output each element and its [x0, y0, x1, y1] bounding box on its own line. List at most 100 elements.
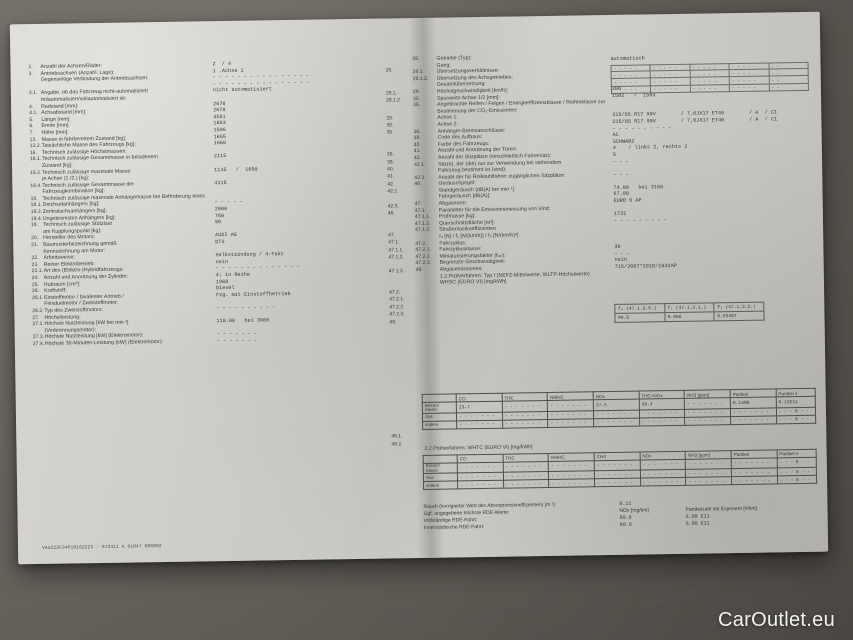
emission-value-cell: - - - - - - -	[731, 476, 778, 485]
field-number: 3.	[28, 70, 33, 77]
field-number: 27.1.	[32, 321, 44, 328]
gear-ratio-cell: - - - - -	[610, 85, 651, 94]
road-load-value-row: 99.8 0.866 0.03497	[614, 311, 765, 324]
margin-field-number: 42.1.	[387, 188, 399, 195]
margin-field-number: 47.1.1.	[388, 247, 404, 254]
emission-value-cell: - - - - - - -	[457, 480, 504, 490]
margin-field-number: 47.1.	[388, 239, 400, 246]
field-value: - - - - - - -	[216, 337, 258, 345]
emission-value-cell: 0.13E11	[775, 396, 816, 408]
vehicle-registration-document: 1. Anzahl der Achsen/Räder: 2 / 4 3. Antrieb…	[9, 11, 829, 565]
margin-field-number: 28.1.2.	[386, 97, 402, 104]
margin-field-number: 42.3.	[387, 203, 399, 210]
emission-value-cell: - - - - - - -	[503, 479, 549, 489]
field-number: 16.2.	[30, 169, 42, 176]
gear-ratio-cell: - - - - -	[650, 85, 690, 94]
margin-field-number: 47.1.2.	[388, 254, 404, 261]
emission-value-cell: - - - - - - -	[501, 400, 548, 412]
caroutlet-watermark: CarOutlet.eu	[718, 609, 835, 631]
emission-value-cell: - - - - - - -	[685, 476, 732, 486]
field-number: 3.1.	[28, 90, 38, 97]
road-load-value-cell: 99.8	[614, 313, 665, 324]
field-number: 42.1.	[414, 161, 426, 168]
emission-value-cell: 36.4	[638, 398, 685, 410]
emission-value-cell: 27.5	[593, 399, 640, 411]
right-page-rows: 28. Getriebe (Typ): Gang: 28.1. Übersetzungs…	[410, 12, 822, 287]
field-number: 27.4.	[32, 340, 45, 348]
margin-field-number: 47.2.3.	[389, 311, 405, 318]
rde-value-1: 80.0	[619, 521, 632, 528]
road-load-coefficients-table: f₀ (47.1.3.0.) f₁ (47.1.3.1.) f₂ (47.1.3.2…	[614, 301, 765, 324]
margin-field-number: 38.	[386, 159, 395, 166]
gear-ratio-grid: - - - - -- - - - -- - - - -- - - - -- --…	[610, 61, 809, 94]
document-page: 1. Anzahl der Achsen/Räder: 2 / 4 3. Antrieb…	[9, 11, 829, 565]
margin-field-number: 35.	[386, 129, 394, 136]
emission-value-cell: - - - - - - -	[730, 415, 777, 425]
emission-value-cell: - - - - - - -	[639, 458, 686, 471]
emission-value-cell: - - - E - -	[776, 456, 817, 469]
margin-field-number: 47.2.2.	[389, 304, 405, 311]
emission-row-label: andere	[422, 420, 457, 430]
margin-field-number: 47.2.	[389, 289, 401, 296]
field-number: 28.	[412, 55, 420, 63]
emission-value-cell: - - - - - - -	[684, 416, 731, 425]
margin-field-number: 47.	[388, 232, 396, 239]
rde-value-2: 6.00 E11	[685, 520, 710, 527]
margin-field-number: 47.1.3.	[388, 268, 405, 275]
field-number: 48.	[415, 266, 423, 274]
margin-field-number: 48.1.	[391, 433, 403, 440]
emission-value-cell: - - - - - - -	[731, 457, 778, 469]
emission-value-cell: - - - - - - -	[547, 399, 594, 412]
emission-value-cell: - - - - - - -	[502, 419, 549, 428]
emission-table: CO THC NMHC CH4 NOx NH3 [ppm] Partikel Partikel…	[423, 448, 818, 490]
emission-value-cell: - - - - - - -	[502, 460, 549, 473]
emission-value-cell: - - - - - - -	[684, 397, 731, 409]
emission-value-cell: - - - - - - -	[593, 417, 640, 427]
road-load-value-cell: 0.866	[664, 312, 714, 323]
field-number: 21.	[31, 242, 39, 249]
emission-value-cell: - - - - - - -	[594, 459, 641, 471]
margin-field-number: 46.	[387, 210, 395, 217]
emission-value-cell: - - - - - - -	[640, 477, 686, 487]
emission-row-label: Benzin/Diesel	[423, 462, 458, 474]
emission-table-1-block: CO THC NMHC NOx THC+NOx NH3 [ppm] Partikel Part…	[422, 388, 817, 430]
right-page: 28. Getriebe (Typ): Gang: 28.1. Übersetzungs…	[410, 12, 826, 558]
field-number: 26.1.	[32, 294, 44, 301]
emission-value-cell: - - - - - - -	[639, 416, 686, 426]
field-number: 16.1.	[29, 156, 42, 163]
emission-table-2-block: 2.2.Prüfverfahren: WHTC (EURO VI) [mg/kW…	[422, 440, 817, 490]
emission-value-cell: - - - - - - -	[685, 458, 732, 470]
gear-ratio-cell: - - - - -	[689, 84, 730, 93]
margin-field-number: 42.	[387, 181, 395, 188]
road-load-value-cell: 0.03497	[713, 311, 765, 322]
emission-value-cell: - - - - - - -	[594, 478, 641, 487]
field-value	[611, 50, 818, 53]
field-number: 19.	[30, 222, 39, 229]
field-number: 47.1.3.	[415, 227, 431, 234]
left-page: 1. Anzahl der Achsen/Räder: 2 / 4 3. Antrieb…	[12, 18, 415, 564]
margin-field-number: 28.	[385, 67, 393, 74]
rde-values-block: Rauch (korrigierter Wert des Absorptions…	[423, 498, 819, 532]
margin-field-number: 28.1.	[385, 90, 398, 97]
emission-value-cell: - - - - - - -	[548, 460, 595, 472]
emission-value-cell: - - - - - - -	[457, 461, 504, 474]
margin-field-number: 48.	[389, 319, 397, 326]
margin-field-number: 40.	[387, 166, 395, 173]
gear-ratio-cell: - - - - -	[729, 84, 769, 92]
margin-field-number: 47.2.1.	[389, 296, 405, 303]
gearbox-type-value: automatisch	[610, 55, 645, 62]
left-page-rows: 1. Anzahl der Achsen/Räder: 2 / 4 3. Antrieb…	[12, 18, 412, 348]
margin-field-number: 29.	[386, 115, 394, 122]
emission-table: CO THC NMHC NOx THC+NOx NH3 [ppm] Partikel Part…	[422, 388, 817, 430]
margin-field-number: 48.2.	[391, 441, 403, 448]
field-label: WHSC (EURO VI) [mg/kWh]	[439, 278, 507, 286]
emission-value-cell: - - - - - - -	[456, 419, 503, 429]
emission-row-label: andere	[423, 481, 458, 490]
emission-value-cell: - - - E - -	[777, 475, 817, 485]
field-number: 35.	[413, 102, 421, 109]
margin-field-number: 41.	[387, 173, 395, 180]
margin-field-number: 36.	[386, 151, 394, 158]
margin-field-number: 30.	[386, 122, 394, 129]
emission-value-cell: - - - - - - -	[548, 478, 595, 488]
emission-value-cell: - - - - - - -	[547, 418, 594, 428]
